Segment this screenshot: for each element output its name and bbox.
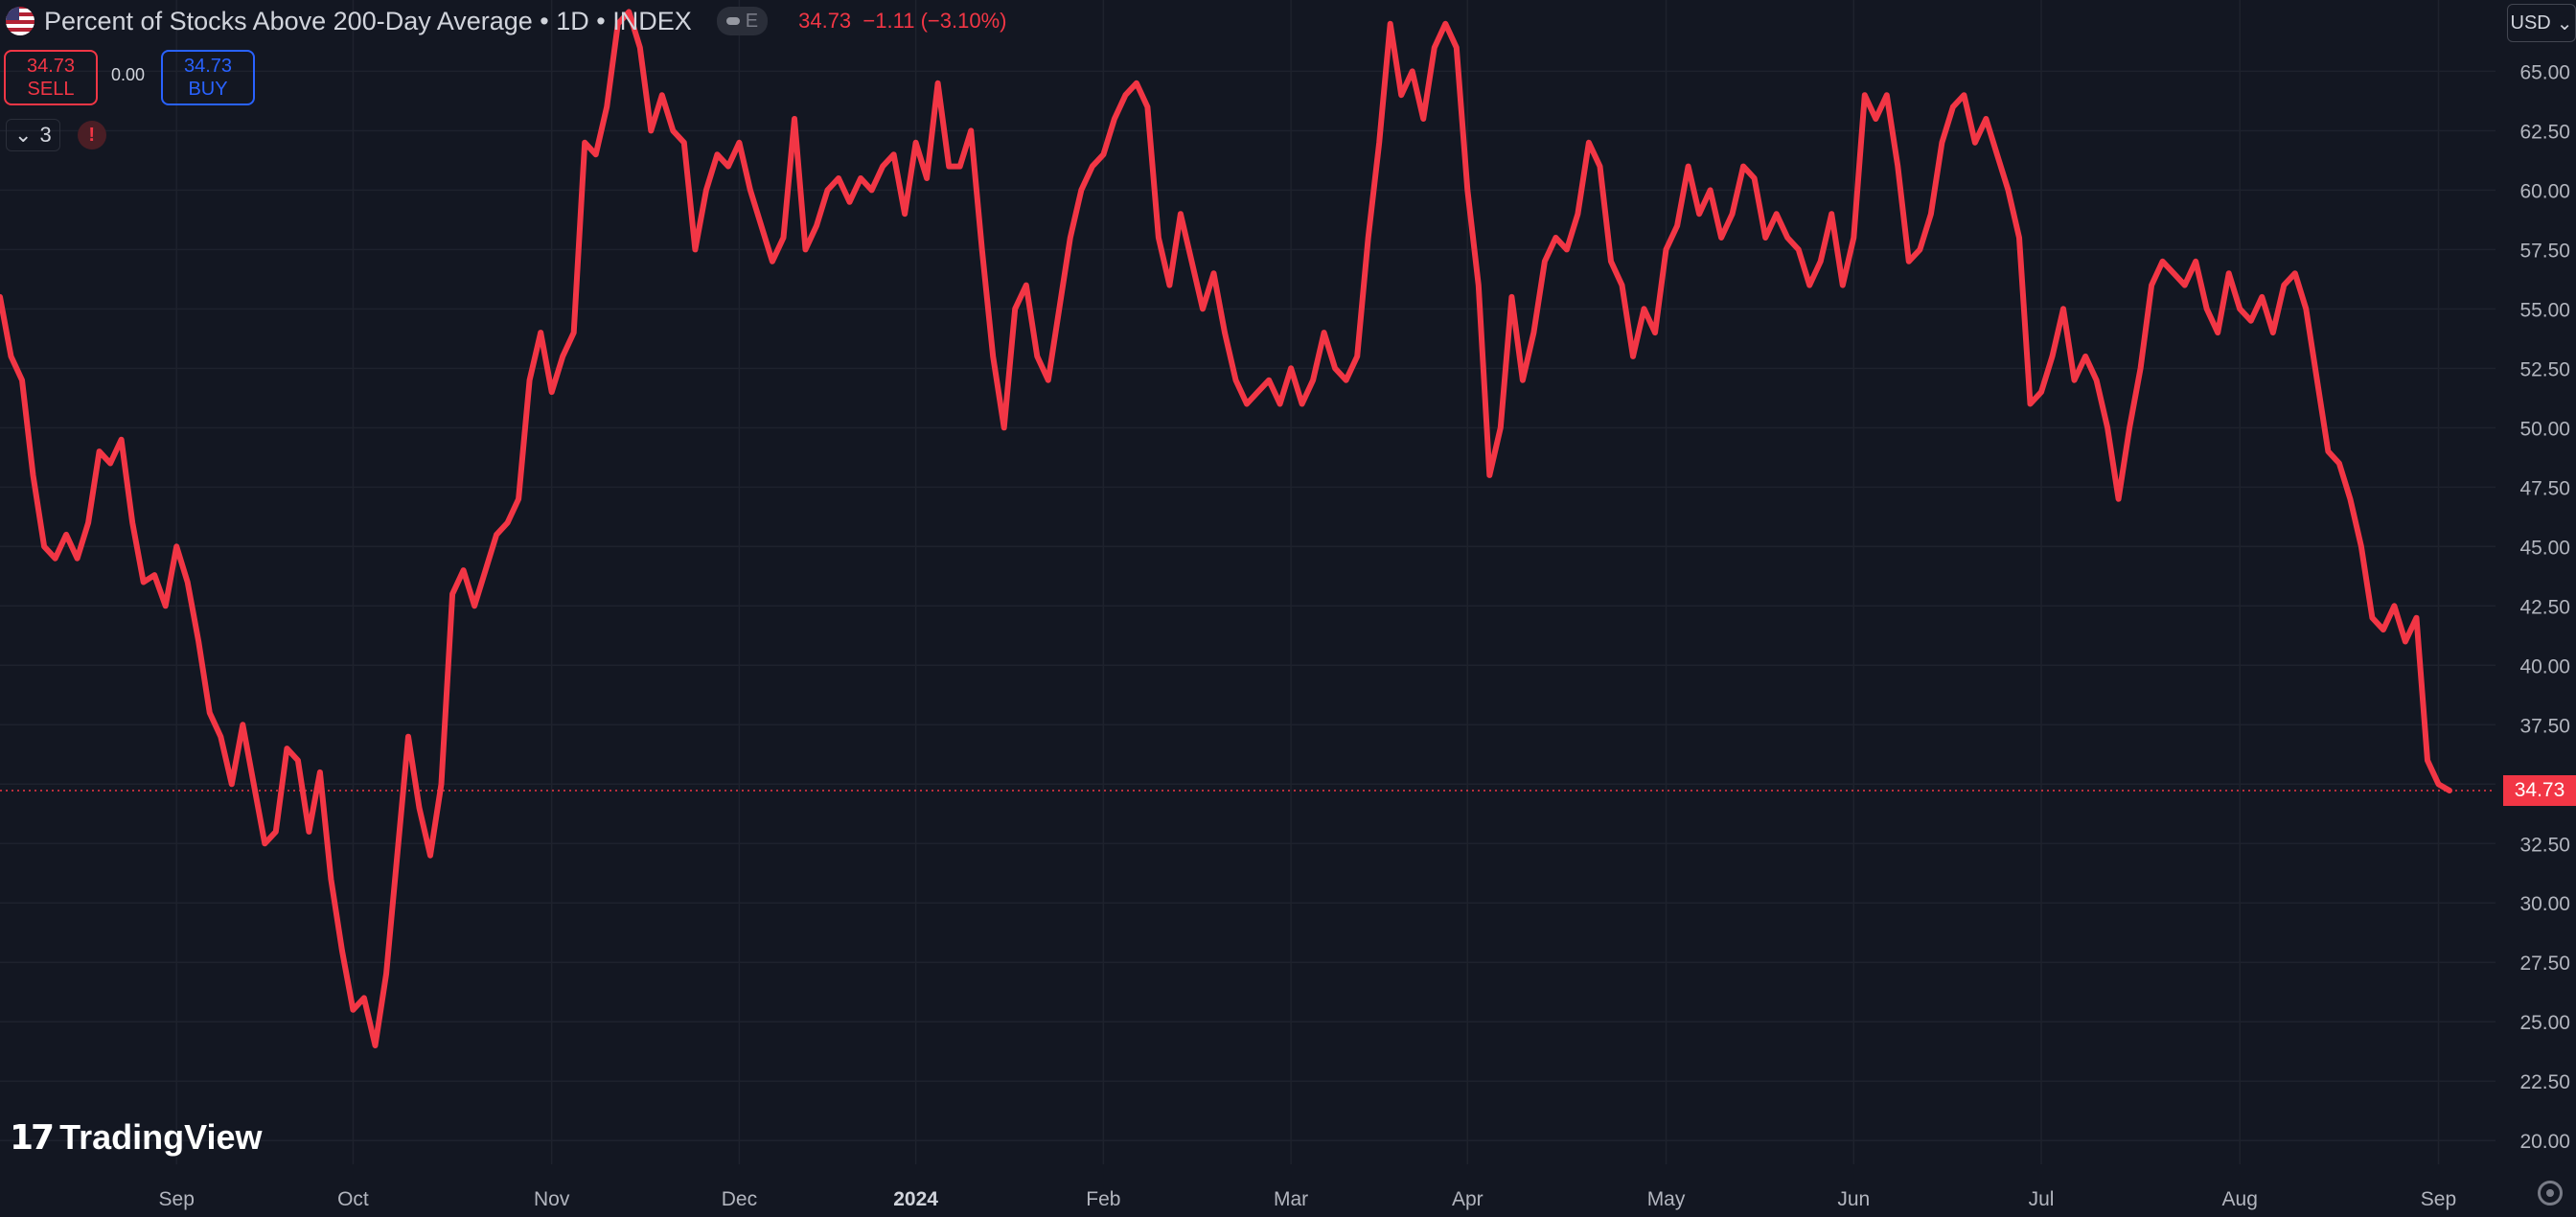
tradingview-logo[interactable]: 17 TradingView	[10, 1117, 263, 1158]
buy-price: 34.73	[183, 56, 233, 77]
y-tick-label: 37.50	[2519, 715, 2570, 737]
chevron-down-icon: ⌄	[2556, 12, 2573, 34]
x-tick-label: Dec	[722, 1188, 757, 1210]
x-tick-label: Aug	[2222, 1188, 2258, 1210]
y-tick-label: 32.50	[2519, 834, 2570, 856]
us-flag-icon	[6, 7, 34, 35]
symbol-title[interactable]: Percent of Stocks Above 200-Day Average …	[44, 6, 692, 35]
warning-icon[interactable]: !	[77, 121, 106, 149]
x-tick-label: Oct	[337, 1188, 369, 1210]
y-tick-label: 52.50	[2519, 358, 2570, 380]
x-tick-label: Jun	[1837, 1188, 1870, 1210]
header-values: 34.73 −1.11 (−3.10%)	[798, 9, 1006, 34]
y-tick-label: 25.00	[2519, 1012, 2570, 1034]
currency-selector[interactable]: USD ⌄	[2507, 4, 2576, 42]
market-status-icon	[725, 17, 740, 25]
indicator-row: ⌄ 3 !	[6, 119, 106, 151]
x-axis: Sep Oct Nov Dec 2024 Feb Mar Apr May Jun Jul Aug Sep…	[159, 1188, 2457, 1210]
sell-button[interactable]: 34.73 SELL	[4, 50, 98, 105]
y-tick-label: 55.00	[2519, 299, 2570, 321]
x-tick-label: 2024	[893, 1188, 938, 1210]
buy-button[interactable]: 34.73 BUY	[161, 50, 255, 105]
y-tick-label: 42.50	[2519, 596, 2570, 618]
x-tick-label: May	[1647, 1188, 1686, 1210]
sell-price: 34.73	[26, 56, 76, 77]
last-value: 34.73	[798, 9, 852, 33]
y-tick-label: 30.00	[2519, 893, 2570, 915]
logo-text: TradingView	[59, 1117, 263, 1157]
x-tick-label: Feb	[1086, 1188, 1120, 1210]
tv-logo-icon: 17	[10, 1117, 55, 1158]
y-tick-label: 50.00	[2519, 418, 2570, 440]
pill-letter: E	[745, 10, 759, 32]
chart-header: Percent of Stocks Above 200-Day Average …	[6, 4, 1006, 38]
y-tick-label: 45.00	[2519, 537, 2570, 559]
spread-value: 0.00	[111, 65, 146, 84]
status-pill[interactable]: E	[716, 7, 769, 35]
y-tick-label: 62.50	[2519, 121, 2570, 143]
x-tick-label: Sep	[2421, 1188, 2456, 1210]
y-tick-label: 22.50	[2519, 1071, 2570, 1093]
chevron-down-icon: ⌄	[14, 123, 33, 147]
x-tick-label: Jul	[2029, 1188, 2055, 1210]
sell-label: SELL	[27, 79, 75, 100]
y-axis: 20.0022.5025.0027.5030.0032.5035.0037.50…	[2519, 61, 2570, 1153]
y-tick-label: 27.50	[2519, 953, 2570, 975]
change-percent: (−3.10%)	[920, 9, 1007, 33]
y-tick-label: 60.00	[2519, 180, 2570, 202]
currency-label: USD	[2510, 11, 2551, 34]
last-price-tag: 34.73	[2503, 774, 2576, 806]
change-value: −1.11	[862, 9, 915, 33]
series-line	[0, 9, 2452, 1048]
x-tick-label: Mar	[1274, 1188, 1308, 1210]
y-tick-label: 65.00	[2519, 61, 2570, 83]
y-tick-label: 20.00	[2519, 1131, 2570, 1153]
y-tick-label: 47.50	[2519, 477, 2570, 499]
y-tick-label: 57.50	[2519, 240, 2570, 262]
buy-label: BUY	[188, 79, 228, 100]
gear-icon[interactable]	[2538, 1181, 2563, 1206]
indicators-toggle[interactable]: ⌄ 3	[6, 119, 60, 151]
y-tick-label: 40.00	[2519, 655, 2570, 677]
x-tick-label: Apr	[1452, 1188, 1484, 1210]
indicator-count: 3	[39, 123, 52, 147]
x-tick-label: Sep	[159, 1188, 195, 1210]
x-tick-label: Nov	[534, 1188, 570, 1210]
